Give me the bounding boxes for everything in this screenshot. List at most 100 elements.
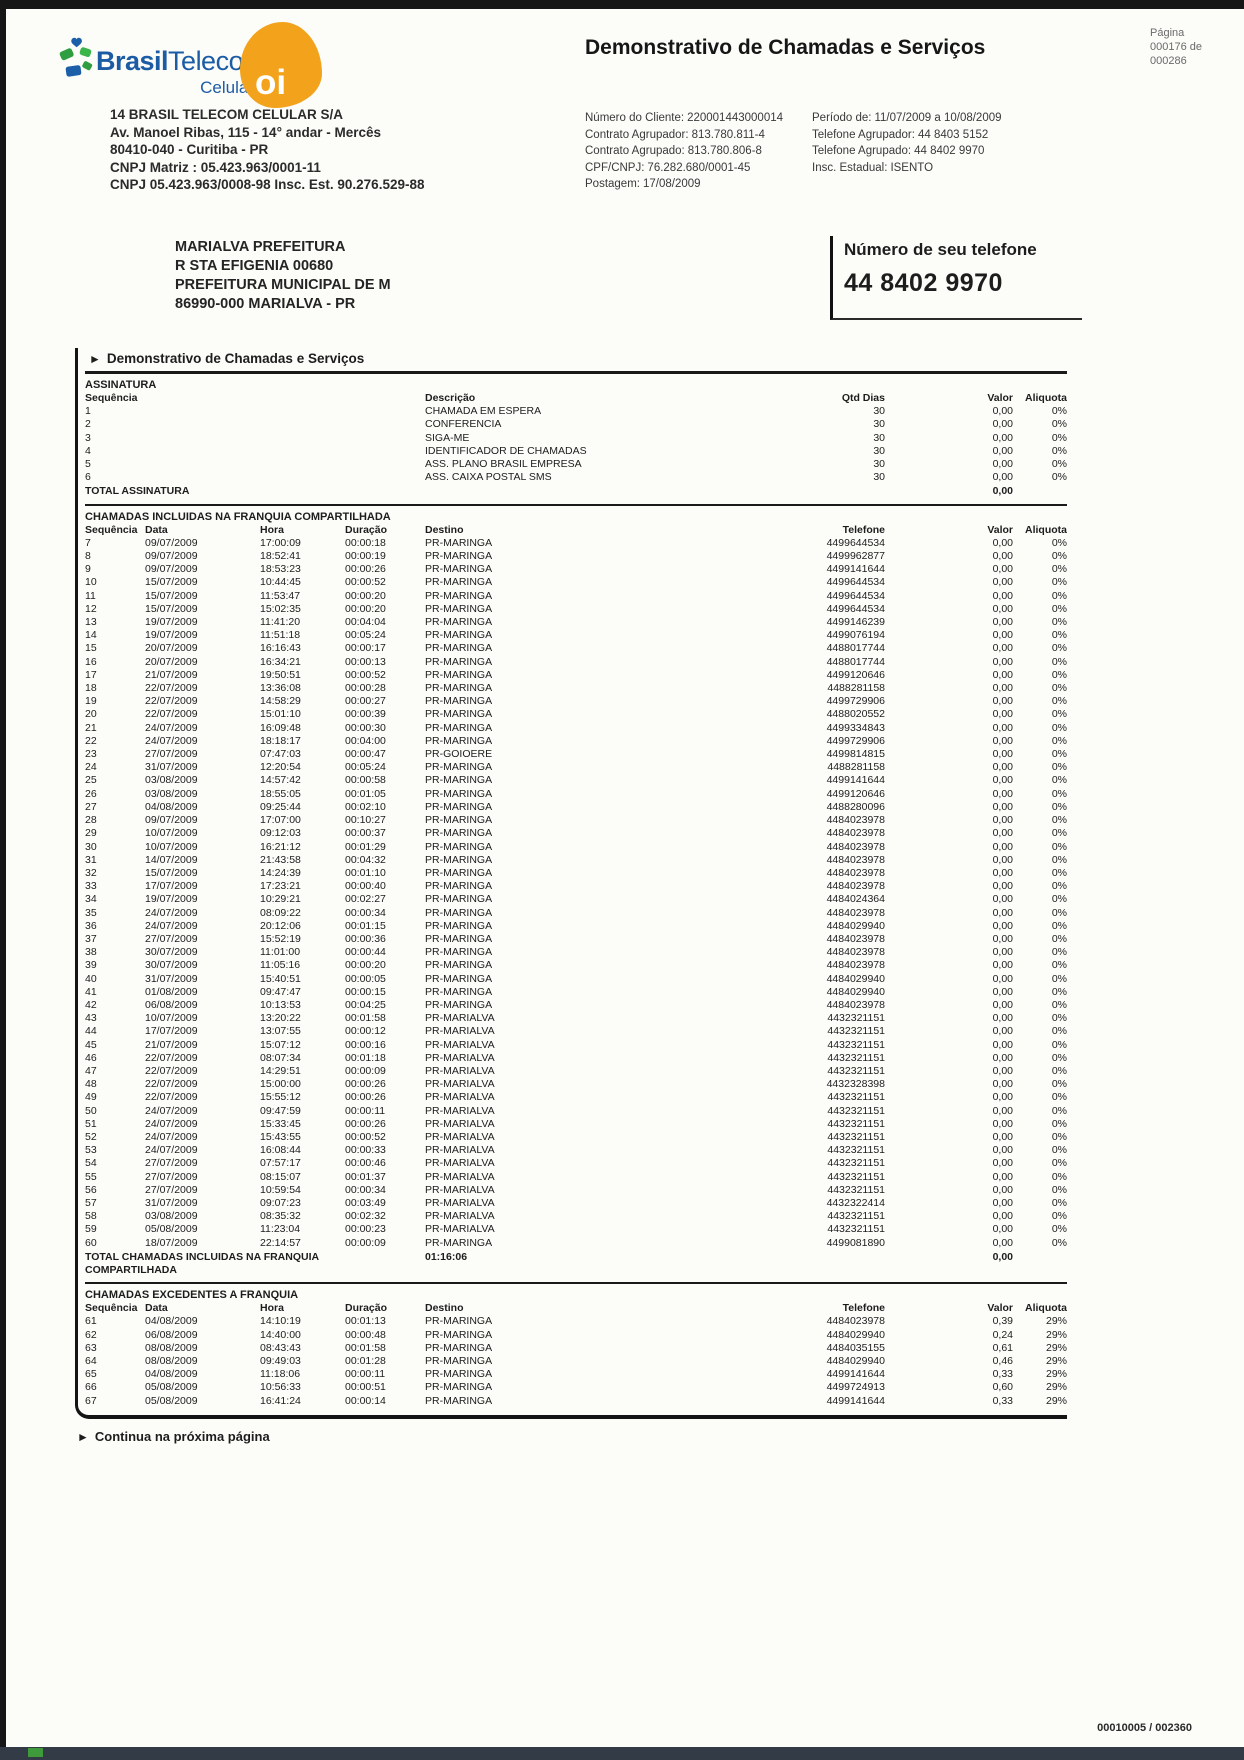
cell-hora: 19:50:51 xyxy=(260,668,301,681)
cell-valor: 0,00 xyxy=(992,444,1013,457)
cell-aliq: 0% xyxy=(1051,616,1067,629)
col-header-duracao: Duração xyxy=(345,523,388,536)
cell-data: 15/07/2009 xyxy=(145,602,198,615)
cell-dest: PR-MARINGA xyxy=(425,814,493,827)
spacer xyxy=(505,1251,705,1264)
cell-dest: PR-MARINGA xyxy=(425,1394,493,1407)
cell-tel: 4484023978 xyxy=(826,1315,885,1328)
cell-aliq: 0% xyxy=(1051,761,1067,774)
cell-seq: 1 xyxy=(85,405,91,418)
field-value: 813.780.806-8 xyxy=(687,145,762,157)
cell-tel: 4499120646 xyxy=(826,668,885,681)
table-row: 62 06/08/2009 14:40:00 00:00:48 PR-MARINGA 44… xyxy=(85,1329,1067,1342)
cell-tel: 4499081890 xyxy=(826,1236,885,1249)
cell-aliq: 0% xyxy=(1051,1104,1067,1117)
cell-hora: 16:16:43 xyxy=(260,642,301,655)
scan-edge-bottom xyxy=(0,1747,1244,1760)
cell-data: 31/07/2009 xyxy=(145,1196,198,1209)
cell-data: 22/07/2009 xyxy=(145,682,198,695)
cell-tel: 4484023978 xyxy=(826,906,885,919)
account-line: Número do Cliente: 220001443000014 xyxy=(585,110,786,127)
cell-dest: PR-MARIALVA xyxy=(425,1196,495,1209)
cell-data: 22/07/2009 xyxy=(145,1078,198,1091)
cell-dest: PR-MARIALVA xyxy=(425,1091,495,1104)
cell-valor: 0,00 xyxy=(992,1236,1013,1249)
cell-tel: 4484023978 xyxy=(826,827,885,840)
cell-valor: 0,00 xyxy=(992,880,1013,893)
table-row: 15 20/07/2009 16:16:43 00:00:17 PR-MARINGA 44… xyxy=(85,642,1067,655)
cell-seq: 43 xyxy=(85,1012,97,1025)
cell-aliq: 0% xyxy=(1051,972,1067,985)
excedentes-rows: 61 04/08/2009 14:10:19 00:01:13 PR-MARINGA 44… xyxy=(85,1315,1067,1407)
cell-tel: 4499141644 xyxy=(826,1394,885,1407)
cell-seq: 31 xyxy=(85,853,97,866)
cell-seq: 8 xyxy=(85,550,91,563)
cell-dest: PR-MARIALVA xyxy=(425,1170,495,1183)
cell-aliq: 0% xyxy=(1051,682,1067,695)
col-header-destino: Destino xyxy=(425,1302,464,1315)
table-row: 2 CONFERENCIA 30 0,00 0% xyxy=(85,418,1067,431)
cell-seq: 35 xyxy=(85,906,97,919)
cell-aliq: 0% xyxy=(1051,1064,1067,1077)
cell-dur: 00:02:32 xyxy=(345,1210,386,1223)
table-row: 66 05/08/2009 10:56:33 00:00:51 PR-MARINGA 44… xyxy=(85,1381,1067,1394)
cell-data: 27/07/2009 xyxy=(145,1157,198,1170)
field-label: Postagem: xyxy=(585,178,640,190)
cell-hora: 16:08:44 xyxy=(260,1144,301,1157)
cell-desc: CHAMADA EM ESPERA xyxy=(425,405,542,418)
cell-valor: 0,00 xyxy=(992,458,1013,471)
table-row: 37 27/07/2009 15:52:19 00:00:36 PR-MARINGA 44… xyxy=(85,933,1067,946)
cell-dur: 00:00:09 xyxy=(345,1064,386,1077)
col-header-valor: Valor xyxy=(987,1302,1013,1315)
table-row: 10 15/07/2009 10:44:45 00:00:52 PR-MARINGA 44… xyxy=(85,576,1067,589)
cell-seq: 23 xyxy=(85,748,97,761)
table-row: 14 19/07/2009 11:51:18 00:05:24 PR-MARINGA 44… xyxy=(85,629,1067,642)
cell-valor: 0,00 xyxy=(992,431,1013,444)
cell-hora: 16:09:48 xyxy=(260,721,301,734)
cell-aliq: 0% xyxy=(1051,708,1067,721)
table-row: 48 22/07/2009 15:00:00 00:00:26 PR-MARIALVA 4… xyxy=(85,1078,1067,1091)
cell-tel: 4484023978 xyxy=(826,946,885,959)
cell-seq: 55 xyxy=(85,1170,97,1183)
cell-dest: PR-MARIALVA xyxy=(425,1104,495,1117)
cell-dur: 00:00:20 xyxy=(345,602,386,615)
cell-dest: PR-MARINGA xyxy=(425,668,493,681)
cell-seq: 14 xyxy=(85,629,97,642)
excedentes-header-row: Sequência Data Hora Duração Destino Tele… xyxy=(85,1302,1067,1315)
cell-hora: 14:40:00 xyxy=(260,1328,301,1341)
col-header-descricao: Descrição xyxy=(425,392,476,404)
table-row: 64 08/08/2009 09:49:03 00:01:28 PR-MARINGA 44… xyxy=(85,1355,1067,1368)
cell-aliq: 29% xyxy=(1045,1315,1067,1328)
cell-dur: 00:00:17 xyxy=(345,642,386,655)
cell-valor: 0,00 xyxy=(992,1196,1013,1209)
assinatura-total-row: TOTAL ASSINATURA 0,00 xyxy=(85,485,1067,498)
cell-tel: 4499120646 xyxy=(826,787,885,800)
cell-hora: 07:57:17 xyxy=(260,1157,301,1170)
cell-aliq: 0% xyxy=(1051,787,1067,800)
col-header-telefone: Telefone xyxy=(842,523,885,536)
cell-aliq: 0% xyxy=(1051,1157,1067,1170)
cell-valor: 0,00 xyxy=(992,1170,1013,1183)
cell-tel: 4484023978 xyxy=(826,959,885,972)
assinatura-title: ASSINATURA xyxy=(85,379,157,391)
cell-dest: PR-MARINGA xyxy=(425,906,493,919)
table-row: 6 ASS. CAIXA POSTAL SMS 30 0,00 0% xyxy=(85,471,1067,484)
franquia-total-duration: 01:16:06 xyxy=(425,1250,468,1263)
cell-seq: 44 xyxy=(85,1025,97,1038)
cell-dest: PR-MARIALVA xyxy=(425,1117,495,1130)
cell-data: 09/07/2009 xyxy=(145,550,198,563)
table-row: 29 10/07/2009 09:12:03 00:00:37 PR-MARINGA 44… xyxy=(85,827,1067,840)
franquia-header-row: Sequência Data Hora Duração Destino Tele… xyxy=(85,524,1067,537)
cell-seq: 10 xyxy=(85,576,97,589)
cell-dur: 00:00:05 xyxy=(345,972,386,985)
table-row: 33 17/07/2009 17:23:21 00:00:40 PR-MARINGA 44… xyxy=(85,880,1067,893)
cell-aliq: 0% xyxy=(1051,932,1067,945)
recipient-address: MARIALVA PREFEITURA R STA EFIGENIA 00680… xyxy=(175,238,391,314)
table-row: 59 05/08/2009 11:23:04 00:00:23 PR-MARIALVA 4… xyxy=(85,1223,1067,1236)
cell-dest: PR-MARIALVA xyxy=(425,1183,495,1196)
section-divider xyxy=(85,1282,1067,1285)
cell-valor: 0,00 xyxy=(992,655,1013,668)
cell-dest: PR-MARINGA xyxy=(425,893,493,906)
table-row: 36 24/07/2009 20:12:06 00:01:15 PR-MARINGA 44… xyxy=(85,920,1067,933)
table-row: 34 19/07/2009 10:29:21 00:02:27 PR-MARINGA 44… xyxy=(85,893,1067,906)
